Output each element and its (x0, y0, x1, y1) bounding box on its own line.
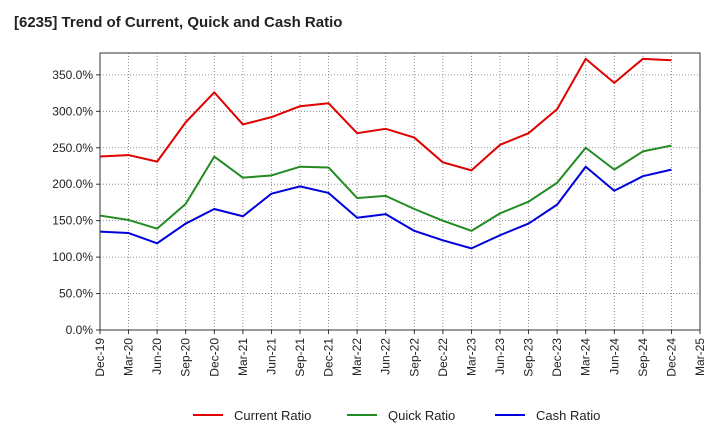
x-tick-label: Jun-23 (493, 338, 507, 375)
x-tick-label: Dec-19 (93, 338, 107, 377)
y-tick-label: 200.0% (52, 177, 93, 191)
x-tick-label: Mar-24 (579, 338, 593, 376)
series-line-cash-ratio (99, 165, 672, 250)
grid-lines (99, 53, 701, 331)
x-tick-label: Mar-23 (464, 338, 478, 376)
x-tick-label: Sep-22 (407, 338, 421, 377)
x-tick-label: Sep-21 (293, 338, 307, 377)
x-tick-label: Dec-24 (664, 338, 678, 377)
x-tick-label: Dec-21 (322, 338, 336, 377)
legend: Current Ratio Quick Ratio Cash Ratio (193, 408, 600, 423)
x-tick-label: Jun-21 (264, 338, 278, 375)
x-tick-label: Jun-22 (379, 338, 393, 375)
x-tick-label: Sep-20 (179, 338, 193, 377)
x-tick-label: Dec-23 (550, 338, 564, 377)
series-line-current-ratio (99, 57, 672, 172)
series-line-quick-ratio (99, 144, 672, 232)
plot-area (100, 53, 700, 330)
x-tick-label: Sep-23 (522, 338, 536, 377)
plot-frame (99, 52, 701, 331)
y-axis: 0.0% 50.0% 100.0% 150.0% 200.0% 250.0% 300.0% 3… (52, 68, 100, 337)
y-tick-label: 50.0% (59, 287, 93, 301)
y-tick-label: 150.0% (52, 214, 93, 228)
y-tick-label: 250.0% (52, 141, 93, 155)
x-tick-label: Jun-20 (150, 338, 164, 375)
x-tick-label: Mar-25 (693, 338, 707, 376)
x-tick-label: Sep-24 (636, 338, 650, 377)
x-axis: Dec-19 Mar-20 Jun-20 Sep-20 Dec-20 Mar-21 Jun-… (93, 330, 707, 377)
series-lines (99, 57, 672, 250)
y-tick-label: 0.0% (66, 323, 94, 337)
chart-title: [6235] Trend of Current, Quick and Cash … (14, 14, 343, 31)
x-tick-label: Mar-21 (236, 338, 250, 376)
x-tick-label: Mar-22 (350, 338, 364, 376)
legend-label: Cash Ratio (536, 408, 600, 423)
x-tick-label: Mar-20 (122, 338, 136, 376)
y-tick-label: 100.0% (52, 250, 93, 264)
x-tick-label: Dec-20 (207, 338, 221, 377)
y-tick-label: 350.0% (52, 68, 93, 82)
x-tick-label: Jun-24 (607, 338, 621, 375)
legend-label: Quick Ratio (388, 408, 455, 423)
legend-label: Current Ratio (234, 408, 311, 423)
x-tick-label: Dec-22 (436, 338, 450, 377)
y-tick-label: 300.0% (52, 104, 93, 118)
